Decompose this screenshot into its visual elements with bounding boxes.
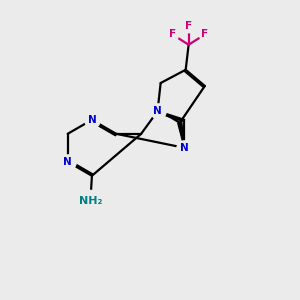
Text: F: F [169, 29, 176, 39]
Text: N: N [63, 157, 72, 167]
Polygon shape [178, 122, 184, 148]
Text: N: N [88, 115, 96, 125]
Text: F: F [185, 21, 192, 31]
Text: N: N [180, 143, 189, 153]
Text: F: F [201, 29, 208, 39]
Text: N: N [153, 106, 162, 116]
Text: NH₂: NH₂ [79, 196, 102, 206]
